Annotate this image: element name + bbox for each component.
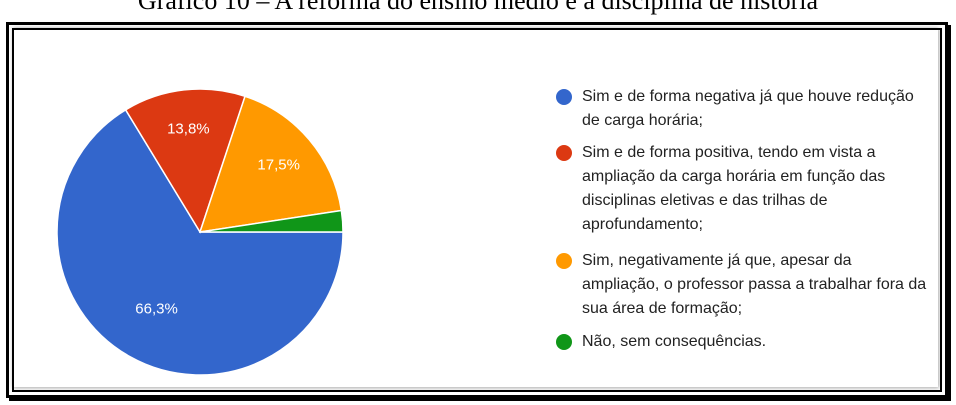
legend-item: Sim, negativamente já que, apesar da amp…	[556, 249, 932, 321]
pie-slice	[199, 209, 344, 233]
legend-swatch	[556, 334, 572, 350]
legend-item: Não, sem consequências.	[556, 330, 932, 354]
chart-title: Gráfico 10 – A reforma do ensino médio e…	[137, 0, 819, 15]
legend-swatch	[556, 89, 572, 105]
legend-label: Sim e de forma positiva, tendo em vista …	[582, 144, 886, 233]
legend-label: Sim e de forma negativa já que houve red…	[582, 88, 914, 129]
legend-label: Sim, negativamente já que, apesar da amp…	[582, 252, 927, 317]
pie-label: 66,3%	[135, 300, 178, 317]
pie-label: 13,8%	[167, 121, 210, 138]
pie-slice	[56, 108, 344, 376]
legend-swatch	[556, 253, 572, 269]
pie-slice	[198, 95, 343, 233]
legend-label: Não, sem consequências.	[582, 333, 767, 350]
pie-slice	[124, 88, 246, 234]
legend-item: Sim e de forma negativa já que houve red…	[556, 85, 932, 133]
legend-item: Sim e de forma positiva, tendo em vista …	[556, 141, 932, 237]
pie-label: 17,5%	[257, 157, 300, 174]
legend-swatch	[556, 145, 572, 161]
